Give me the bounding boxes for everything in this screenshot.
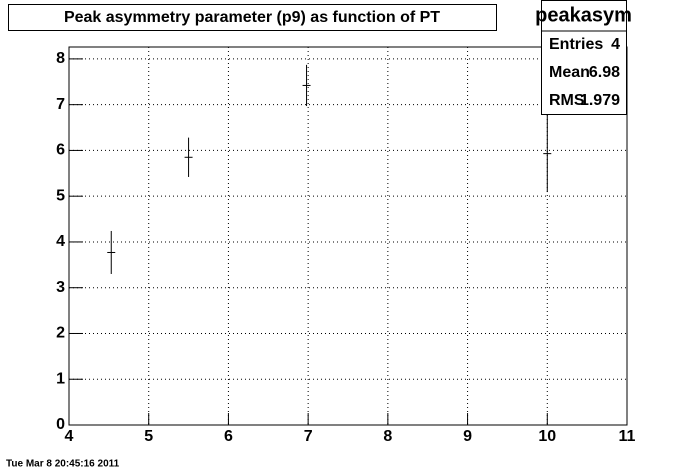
y-tick-label: 4 bbox=[56, 233, 65, 250]
stats-value: 6.98 bbox=[589, 64, 620, 81]
x-tick-label: 8 bbox=[383, 428, 392, 445]
stats-label: Entries bbox=[549, 36, 603, 53]
y-tick-label: 3 bbox=[56, 279, 65, 296]
stats-box bbox=[541, 0, 627, 115]
stats-value: 1.979 bbox=[580, 92, 620, 109]
plot-frame bbox=[68, 46, 628, 426]
footer-date: Tue Mar 8 20:45:16 2011 bbox=[6, 459, 120, 470]
y-tick-label: 2 bbox=[56, 325, 65, 342]
x-tick-label: 11 bbox=[619, 428, 636, 445]
stats-label: Mean bbox=[549, 64, 590, 81]
y-tick-label: 8 bbox=[56, 50, 65, 67]
y-tick-label: 0 bbox=[56, 416, 65, 433]
title-box bbox=[8, 4, 497, 31]
y-tick-label: 5 bbox=[56, 187, 65, 204]
y-tick-label: 1 bbox=[56, 370, 65, 387]
x-tick-label: 4 bbox=[65, 428, 74, 445]
x-tick-label: 10 bbox=[538, 428, 556, 445]
stats-title: peakasym bbox=[535, 4, 632, 26]
stats-label: RMS bbox=[549, 92, 585, 109]
x-tick-label: 6 bbox=[224, 428, 233, 445]
x-tick-label: 5 bbox=[144, 428, 153, 445]
x-tick-label: 7 bbox=[304, 428, 313, 445]
stats-value: 4 bbox=[611, 36, 620, 53]
x-tick-label: 9 bbox=[463, 428, 472, 445]
y-tick-label: 7 bbox=[56, 96, 65, 113]
y-tick-label: 6 bbox=[56, 142, 65, 159]
chart-title: Peak asymmetry parameter (p9) as functio… bbox=[64, 9, 440, 26]
